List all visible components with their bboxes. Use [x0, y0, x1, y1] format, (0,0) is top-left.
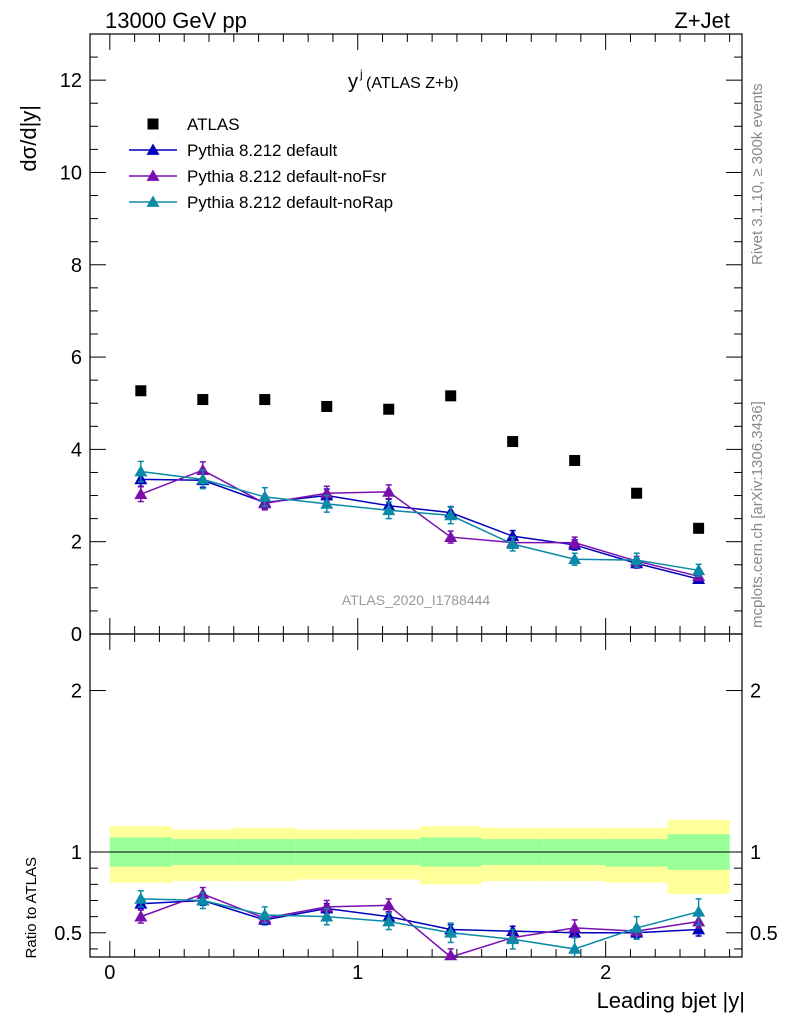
legend-label-noRap: Pythia 8.212 default-noRap — [187, 193, 393, 212]
ratio-point-noRap — [382, 914, 396, 927]
x-tick-label: 0 — [104, 962, 115, 984]
mc-point-noRap — [506, 537, 520, 549]
mc-point-noRap — [692, 563, 706, 576]
rivet-version-label: Rivet 3.1.10, ≥ 300k events — [749, 83, 766, 265]
ratio-point-noRap — [258, 908, 272, 920]
main-y-tick-label: 8 — [71, 255, 82, 277]
ratio-point-noRap — [320, 910, 334, 922]
plot-title-main: y — [348, 71, 358, 93]
atlas-point — [631, 487, 643, 499]
legend-label-atlas: ATLAS — [187, 115, 240, 134]
atlas-point — [135, 385, 147, 397]
main-y-tick-label: 0 — [71, 624, 82, 646]
ratio-line-noRap — [140, 898, 699, 950]
ratio-ylabel: Ratio to ATLAS — [23, 857, 40, 958]
mc-point-noRap — [134, 465, 148, 477]
main-y-tick-label: 10 — [60, 162, 82, 184]
ratio-point-noRap — [568, 942, 582, 954]
mc-point-default — [506, 529, 520, 542]
x-tick-label: 2 — [600, 962, 611, 984]
main-ylabel: dσ/d|y| — [16, 105, 41, 172]
atlas-point — [445, 390, 457, 402]
mc-point-noFsr — [196, 463, 210, 476]
ratio-panel: 0.5 0.5 1 1 2 2 0 1 2 — [54, 633, 778, 984]
legend-label-noFsr: Pythia 8.212 default-noFsr — [187, 167, 387, 186]
mc-point-noRap — [320, 497, 334, 509]
ratio-y-tick-label-right: 0.5 — [750, 923, 778, 945]
ratio-y-tick-label-right: 1 — [750, 842, 761, 864]
main-y-tick-label: 2 — [71, 532, 82, 554]
mc-point-noRap — [568, 552, 582, 565]
mc-point-noFsr — [320, 486, 334, 499]
ratio-point-noFsr — [134, 910, 148, 922]
mc-point-noFsr — [134, 487, 148, 500]
mc-point-noRap — [630, 553, 644, 566]
ratio-point-default — [692, 923, 706, 935]
atlas-point — [693, 522, 705, 534]
mc-point-noRap — [444, 508, 458, 521]
atlas-point — [259, 394, 271, 406]
header-beam-label: 13000 GeV pp — [105, 8, 247, 33]
ratio-point-noRap — [506, 932, 520, 945]
analysis-watermark: ATLAS_2020_I1788444 — [342, 592, 491, 608]
mc-line-default — [140, 478, 699, 580]
legend-marker-atlas — [147, 118, 159, 130]
legend-marker-default — [146, 143, 160, 155]
ratio-line-noFsr — [140, 893, 699, 958]
mcplots-label: mcplots.cern.ch [arXiv:1306.3436] — [749, 401, 766, 628]
legend-marker-noRap — [146, 195, 160, 207]
ratio-point-noFsr — [568, 921, 582, 933]
ratio-frame — [89, 633, 743, 958]
ratio-point-noFsr — [444, 948, 458, 961]
atlas-point — [197, 394, 209, 406]
mc-point-noFsr — [382, 485, 396, 497]
mc-point-noRap — [258, 490, 272, 502]
ratio-line-default — [140, 899, 699, 934]
mc-line-noFsr — [140, 469, 699, 578]
main-y-tick-label: 4 — [71, 439, 82, 461]
ratio-point-noRap — [134, 892, 148, 904]
ratio-y-tick-label: 1 — [71, 842, 82, 864]
ratio-point-noRap — [196, 893, 210, 906]
legend-marker-noFsr — [146, 169, 160, 181]
ratio-point-noRap — [692, 905, 706, 917]
ratio-band-inner — [605, 839, 668, 867]
mc-point-noRap — [196, 472, 210, 485]
ratio-point-noRap — [444, 926, 458, 938]
header-process-label: Z+Jet — [674, 8, 730, 33]
atlas-point — [321, 400, 333, 412]
ratio-y-tick-label: 0.5 — [54, 923, 82, 945]
ratio-point-noFsr — [382, 898, 396, 911]
plot-title-sup: j — [359, 67, 363, 81]
atlas-point — [569, 454, 581, 466]
plot-title-suffix: (ATLAS Z+b) — [366, 75, 459, 92]
main-panel: 0 2 4 6 8 10 12 — [60, 33, 743, 646]
ratio-point-noFsr — [320, 900, 334, 912]
ratio-y-tick-label: 2 — [71, 681, 82, 703]
ratio-y-tick-label-right: 2 — [750, 681, 761, 703]
main-y-tick-label: 6 — [71, 347, 82, 369]
legend-label-default: Pythia 8.212 default — [187, 141, 338, 160]
mc-point-noRap — [382, 503, 396, 516]
atlas-point — [507, 436, 519, 448]
legend: ATLAS Pythia 8.212 default Pythia 8.212 de… — [129, 115, 393, 212]
atlas-point — [383, 403, 395, 415]
mc-line-noRap — [140, 470, 699, 572]
x-tick-label: 1 — [352, 962, 363, 984]
main-y-tick-label: 12 — [60, 70, 82, 92]
plot-title: y j (ATLAS Z+b) — [348, 67, 459, 93]
mc-point-noFsr — [444, 530, 458, 542]
mc-point-noFsr — [568, 536, 582, 548]
xlabel: Leading bjet |y| — [597, 988, 745, 1013]
ratio-point-noRap — [630, 921, 644, 933]
